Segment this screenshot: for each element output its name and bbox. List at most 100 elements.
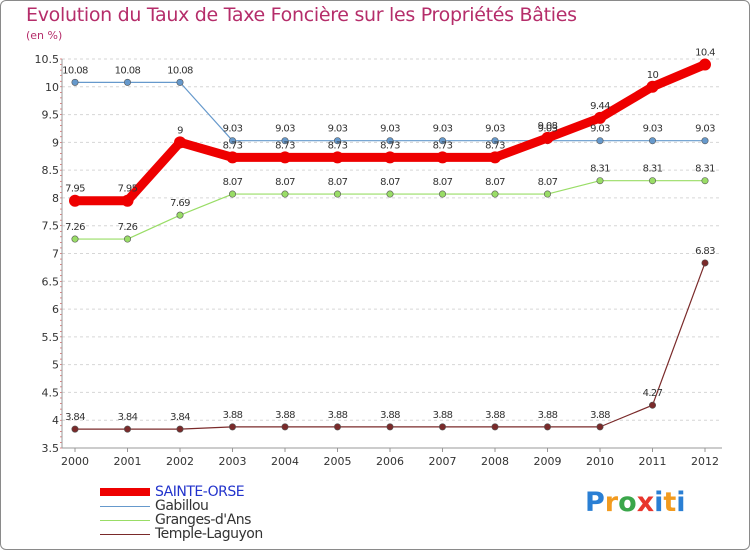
x-tick-label: 2011 (639, 455, 667, 468)
unit-label: (en %) (26, 29, 63, 42)
data-label-gabillou-2010: 9.03 (590, 124, 610, 135)
data-label-gabillou-2011: 9.03 (643, 124, 663, 135)
x-tick-label: 2008 (481, 455, 509, 468)
data-label-sainte-orse-2005: 8.73 (328, 140, 348, 151)
data-label-sainte-orse-2011: 10 (647, 70, 659, 81)
logo-letter-p: P (585, 487, 605, 518)
legend-swatch-gabillou (100, 506, 150, 507)
series-line-granges-d-ans (74, 180, 706, 240)
y-tick-label: 9 (52, 136, 59, 149)
data-label-granges-d-ans-2004: 8.07 (275, 177, 295, 188)
x-tick-label: 2003 (219, 455, 247, 468)
point-gabillou-2012 (701, 137, 709, 145)
point-sainte-orse-2002 (174, 136, 186, 149)
y-tick-label: 8.5 (42, 164, 60, 177)
y-tick-label: 6.5 (42, 275, 60, 288)
point-temple-laguyon-2012 (701, 259, 709, 267)
data-label-gabillou-2003: 9.03 (223, 124, 243, 135)
point-temple-laguyon-2010 (596, 423, 604, 431)
logo-letter-x: x (636, 487, 655, 518)
y-tick-label: 4 (52, 414, 59, 427)
point-gabillou-2004 (281, 137, 289, 145)
data-label-granges-d-ans-2011: 8.31 (643, 164, 663, 175)
point-temple-laguyon-2004 (281, 423, 289, 431)
legend-label-temple-laguyon: Temple-Laguyon (155, 526, 263, 542)
legend-swatch-granges-dans (100, 520, 150, 521)
data-label-temple-laguyon-2011: 4.27 (643, 388, 663, 399)
point-gabillou-2007 (438, 137, 446, 145)
data-label-gabillou-2012: 9.03 (695, 124, 715, 135)
point-temple-laguyon-2003 (229, 423, 237, 431)
x-tick-label: 2007 (429, 455, 457, 468)
y-tick-label: 10.5 (35, 53, 60, 66)
point-granges-d-ans-2000 (71, 235, 79, 243)
point-temple-laguyon-2001 (124, 425, 132, 433)
point-gabillou-2003 (229, 137, 237, 145)
point-sainte-orse-2004 (279, 151, 291, 164)
label-layer: 10.08 10.08 10.089.03 9.03 9.03 9.03 9.03 9.03 9… (62, 48, 716, 424)
point-granges-d-ans-2001 (124, 235, 132, 243)
point-sainte-orse-2009 (541, 131, 554, 144)
point-temple-laguyon-2007 (438, 423, 446, 431)
point-sainte-orse-2000 (69, 194, 81, 207)
data-label-temple-laguyon-2009: 3.88 (538, 410, 558, 421)
data-label-gabillou-2000: 10.08 (62, 65, 88, 76)
x-tick-label: 2006 (376, 455, 404, 468)
point-sainte-orse-2011 (646, 80, 659, 93)
point-sainte-orse-2001 (121, 194, 134, 207)
data-label-temple-laguyon-2004: 3.88 (275, 410, 295, 421)
data-label-temple-laguyon-2008: 3.88 (485, 410, 505, 421)
x-tick-label: 2004 (271, 455, 299, 468)
point-granges-d-ans-2002 (176, 211, 184, 219)
point-granges-d-ans-2012 (701, 177, 709, 185)
point-granges-d-ans-2010 (596, 177, 604, 185)
data-label-granges-d-ans-2010: 8.31 (590, 164, 610, 175)
series-line-temple-laguyon (74, 262, 706, 430)
series-layer (69, 58, 711, 433)
data-label-gabillou-2008: 9.03 (485, 124, 505, 135)
point-sainte-orse-2008 (489, 151, 501, 164)
data-label-temple-laguyon-2010: 3.88 (590, 410, 610, 421)
data-label-granges-d-ans-2001: 7.26 (118, 222, 138, 233)
legend-label-sainte-orse: SAINTE-ORSE (155, 484, 245, 500)
y-tick-label: 8 (52, 192, 59, 205)
point-sainte-orse-2003 (226, 151, 239, 164)
data-label-granges-d-ans-2008: 8.07 (485, 177, 505, 188)
point-temple-laguyon-2000 (71, 425, 79, 433)
data-label-sainte-orse-2000: 7.95 (65, 184, 85, 195)
grid-layer (62, 58, 722, 449)
point-granges-d-ans-2003 (229, 190, 237, 198)
data-label-sainte-orse-2008: 8.73 (485, 140, 505, 151)
data-label-temple-laguyon-2006: 3.88 (380, 410, 400, 421)
x-tick-label: 2001 (114, 455, 142, 468)
data-label-temple-laguyon-2003: 3.88 (223, 410, 243, 421)
y-tick-label: 5 (52, 359, 59, 372)
data-label-gabillou-2004: 9.03 (275, 124, 295, 135)
data-label-sainte-orse-2009: 9.08 (538, 121, 558, 132)
chart-title: Evolution du Taux de Taxe Foncière sur l… (26, 4, 577, 26)
legend-swatch-temple-laguyon (100, 534, 150, 535)
data-label-sainte-orse-2004: 8.73 (275, 140, 295, 151)
data-label-granges-d-ans-2009: 8.07 (538, 177, 558, 188)
point-granges-d-ans-2007 (438, 190, 446, 198)
x-tick-label: 2000 (61, 455, 89, 468)
data-label-granges-d-ans-2007: 8.07 (433, 177, 453, 188)
point-granges-d-ans-2009 (543, 190, 551, 198)
data-label-sainte-orse-2002: 9 (177, 125, 183, 136)
logo-letter-i1: i (654, 487, 664, 518)
data-label-temple-laguyon-2002: 3.84 (170, 412, 190, 423)
data-label-gabillou-2005: 9.03 (328, 124, 348, 135)
data-label-sainte-orse-2003: 8.73 (223, 140, 243, 151)
data-label-gabillou-2007: 9.03 (433, 124, 453, 135)
point-sainte-orse-2010 (594, 111, 606, 124)
y-tick-label: 6 (52, 303, 59, 316)
data-label-granges-d-ans-2006: 8.07 (380, 177, 400, 188)
point-gabillou-2001 (124, 78, 132, 86)
legend-swatch-sainte-orse (100, 488, 150, 496)
point-sainte-orse-2006 (384, 151, 396, 164)
data-label-sainte-orse-2006: 8.73 (380, 140, 400, 151)
y-tick-label: 5.5 (42, 331, 60, 344)
point-gabillou-2005 (333, 137, 341, 145)
point-sainte-orse-2012 (699, 58, 711, 71)
